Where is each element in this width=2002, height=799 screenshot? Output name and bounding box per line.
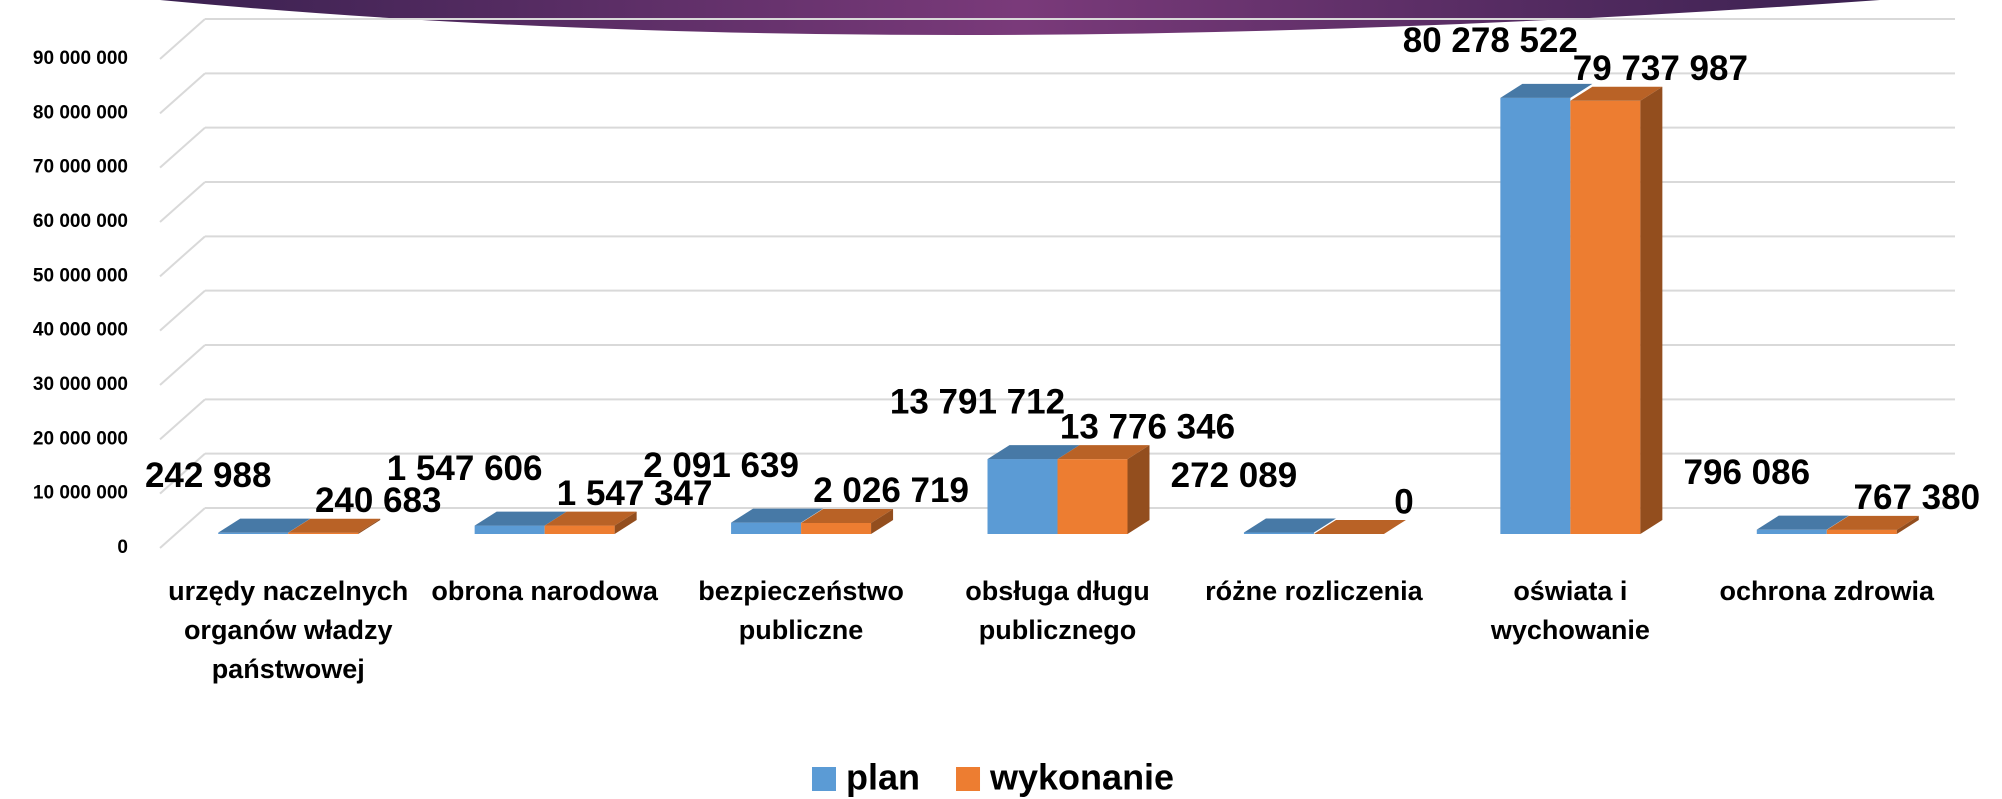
decor-swoosh xyxy=(160,0,1880,35)
bar xyxy=(544,525,615,534)
bar xyxy=(288,532,359,534)
bar-top xyxy=(987,445,1080,460)
bar-side xyxy=(358,518,381,534)
bar-top xyxy=(1057,445,1150,460)
y-tick-label: 20 000 000 xyxy=(33,428,128,449)
bar xyxy=(1057,459,1128,534)
x-tick-label: urzędy naczelnych organów władzy państwo… xyxy=(168,576,409,684)
y-tick-label: 0 xyxy=(117,537,128,558)
bar xyxy=(1243,532,1314,534)
x-tick-label: różne rozliczenia xyxy=(1205,576,1423,606)
bar xyxy=(218,532,289,534)
y-tick-label: 40 000 000 xyxy=(33,320,128,341)
y-tick-label: 90 000 000 xyxy=(33,48,128,69)
grid-line xyxy=(159,452,206,495)
y-tick-label: 50 000 000 xyxy=(33,265,128,286)
bar-side xyxy=(1127,445,1150,534)
data-label: 1 547 606 xyxy=(387,449,543,488)
data-label: 2 091 639 xyxy=(643,446,799,485)
legend-swatch xyxy=(956,767,981,791)
data-label: 242 988 xyxy=(145,456,272,495)
grid-line xyxy=(159,18,206,60)
bar xyxy=(987,459,1058,534)
bar-top xyxy=(1243,518,1336,533)
bar-top xyxy=(474,511,567,526)
y-tick-label: 80 000 000 xyxy=(33,102,128,123)
x-tick-label: ochrona zdrowia xyxy=(1719,576,1935,606)
bar xyxy=(801,522,872,534)
legend-label: wykonanie xyxy=(989,757,1174,798)
legend-swatch xyxy=(812,767,836,791)
grid-line xyxy=(159,126,206,169)
bar xyxy=(1826,529,1897,534)
bar-top xyxy=(1570,86,1663,101)
grid-line xyxy=(159,289,206,332)
x-tick-label: obrona narodowa xyxy=(431,576,658,606)
y-tick-label: 30 000 000 xyxy=(33,374,128,395)
bar-top xyxy=(544,511,637,526)
bar xyxy=(731,522,802,534)
grid-line xyxy=(159,235,206,278)
y-tick-label: 10 000 000 xyxy=(33,483,128,504)
bar-top xyxy=(731,508,824,523)
bar xyxy=(1500,97,1571,534)
data-label: 13 776 346 xyxy=(1060,407,1235,446)
bar-top xyxy=(801,508,894,523)
bar xyxy=(474,525,545,534)
bar-top xyxy=(1500,83,1593,98)
x-tick-label: bezpieczeństwo publiczne xyxy=(698,576,904,645)
data-label: 272 089 xyxy=(1171,456,1298,495)
data-label: 767 380 xyxy=(1854,478,1981,517)
data-label: 2 026 719 xyxy=(813,471,969,510)
y-tick-label: 70 000 000 xyxy=(33,157,128,178)
data-label: 80 278 522 xyxy=(1403,21,1578,60)
bar-side xyxy=(1640,86,1663,535)
x-tick-label: obsługa długu publicznego xyxy=(965,576,1150,645)
grid-line xyxy=(159,181,206,223)
bar-side xyxy=(1896,515,1919,534)
bar xyxy=(1570,100,1641,535)
bar-top xyxy=(1826,515,1919,530)
bar-side xyxy=(614,511,637,534)
grid-line xyxy=(159,72,206,115)
data-label: 13 791 712 xyxy=(890,382,1065,421)
grid-line xyxy=(159,344,206,386)
bar-side xyxy=(871,508,894,534)
data-label: 0 xyxy=(1394,482,1413,521)
data-label: 796 086 xyxy=(1684,453,1811,492)
bar xyxy=(1756,529,1827,534)
bar-top xyxy=(288,518,381,533)
x-tick-label: oświata i wychowanie xyxy=(1490,576,1650,645)
data-label: 79 737 987 xyxy=(1573,49,1748,88)
y-tick-label: 60 000 000 xyxy=(33,211,128,232)
bar-top xyxy=(218,518,311,533)
legend-label: plan xyxy=(846,757,920,798)
bar-top xyxy=(1756,515,1849,530)
data-label: 1 547 347 xyxy=(557,474,713,513)
bar-top xyxy=(1313,520,1406,534)
grid-line xyxy=(159,398,206,441)
grid-line xyxy=(159,507,206,549)
data-label: 240 683 xyxy=(315,481,442,520)
